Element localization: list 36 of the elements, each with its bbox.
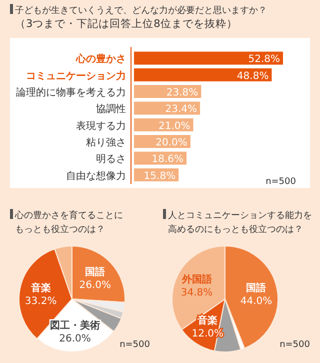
bar bbox=[134, 52, 283, 65]
data-label: 18.6% bbox=[152, 154, 184, 166]
slice-label: 国語 bbox=[246, 282, 266, 294]
slice-label: 国語 bbox=[85, 266, 106, 278]
slice-label: 音楽 bbox=[196, 314, 218, 327]
data-label: 52.8% bbox=[248, 54, 280, 66]
annotation: n=500 bbox=[266, 177, 296, 187]
y-tick-label: 協調性 bbox=[96, 103, 126, 116]
slice-label: 外国語 bbox=[180, 273, 212, 286]
chart-title: 人とコミュニケーションする能力を高めるのにもっとも役立つのは？ bbox=[168, 210, 312, 235]
data-label: 15.8% bbox=[144, 170, 176, 182]
data-label: 44.0% bbox=[240, 296, 272, 308]
data-label: 26.0% bbox=[79, 280, 112, 292]
data-label: 34.8% bbox=[180, 287, 213, 298]
chart-title: 心の豊かさを育てることにもっとも役立つのは？ bbox=[14, 210, 123, 235]
bar bbox=[134, 68, 272, 82]
data-label: 23.4% bbox=[165, 104, 198, 116]
data-label: 33.2% bbox=[24, 296, 57, 307]
y-tick-label: コミュニケーション力 bbox=[26, 70, 126, 82]
data-label: 26.0% bbox=[59, 334, 91, 345]
data-label: 21.0% bbox=[158, 120, 190, 132]
y-tick-label: 粘り強さ bbox=[86, 136, 126, 148]
data-label: 23.8% bbox=[166, 88, 198, 98]
y-tick-label: 明るさ bbox=[96, 154, 126, 166]
slice-label: 音楽 bbox=[30, 282, 51, 294]
slice-label: 図工・美術 bbox=[50, 320, 100, 332]
data-label: 48.8% bbox=[236, 70, 269, 82]
y-tick-label: 心の豊かさ bbox=[75, 53, 126, 66]
chart-title: 子どもが生きていくうえで、どんな力が必要だと思いますか？ bbox=[15, 5, 267, 16]
chart-subtitle: （3つまで・下記は回答上位8位までを抜粋） bbox=[15, 17, 238, 30]
y-tick-label: 論理的に物事を考える力 bbox=[16, 86, 126, 98]
y-tick-label: 表現する力 bbox=[76, 120, 126, 132]
data-label: 20.0% bbox=[156, 138, 188, 148]
text: n=500 bbox=[120, 340, 150, 350]
y-tick-label: 自由な想像力 bbox=[66, 170, 126, 182]
text: n=500 bbox=[280, 340, 310, 350]
